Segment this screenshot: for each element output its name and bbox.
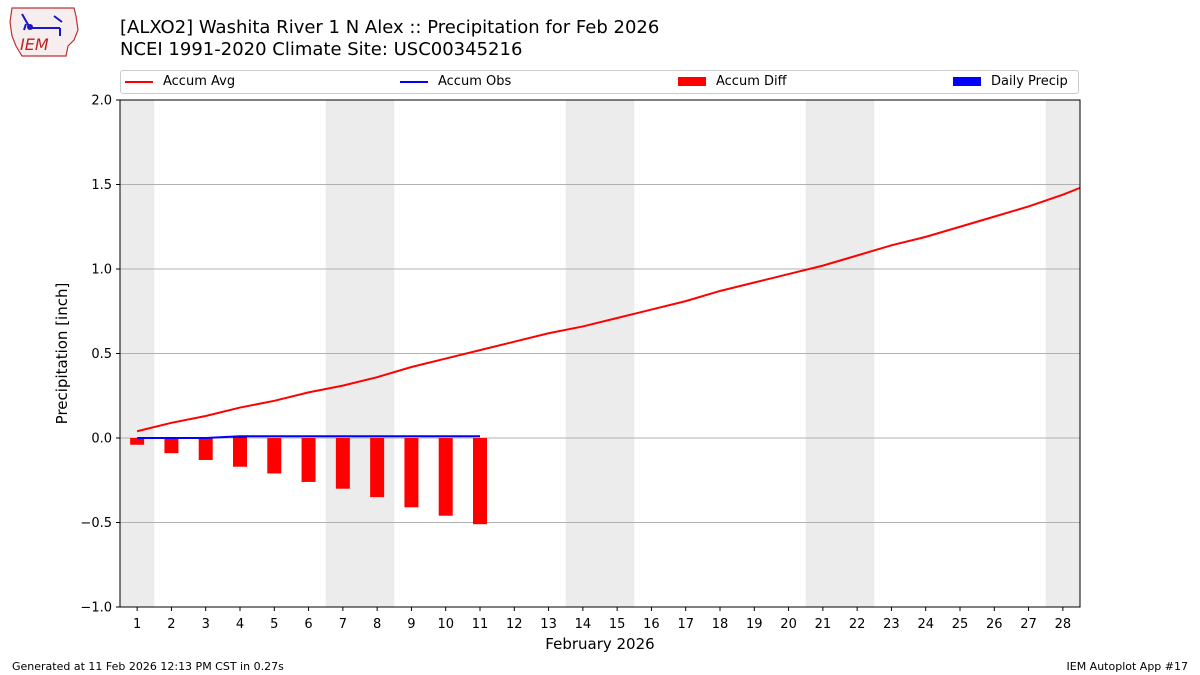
- accum-diff-bar: [438, 438, 453, 516]
- x-tick-label: 1: [133, 617, 141, 632]
- y-tick-label: 2.0: [91, 94, 112, 109]
- x-tick-label: 18: [712, 617, 729, 632]
- y-tick-label: −0.5: [80, 516, 112, 531]
- x-tick-label: 8: [373, 617, 381, 632]
- accum-diff-bar: [370, 438, 385, 498]
- chart-subtitle: NCEI 1991-2020 Climate Site: USC00345216: [120, 39, 523, 60]
- accum-diff-bar: [335, 438, 350, 489]
- legend-swatch-accum-obs: [400, 80, 428, 83]
- y-tick-label: 1.5: [91, 178, 112, 193]
- weather-station-icon: [21, 13, 63, 36]
- accum-diff-bar: [130, 438, 145, 445]
- y-tick-label: 1.0: [91, 263, 112, 278]
- legend-swatch-daily-precip: [953, 77, 981, 86]
- legend-label: Accum Avg: [163, 74, 236, 89]
- legend-label: Accum Diff: [716, 74, 787, 89]
- accum-obs-line: [137, 435, 480, 439]
- accum-diff-bar: [198, 438, 213, 460]
- iem-logo: IEM: [9, 7, 79, 57]
- x-tick-label: 2: [167, 617, 175, 632]
- x-tick-label: 22: [849, 617, 866, 632]
- x-tick-label: 20: [780, 617, 797, 632]
- accum-diff-bar: [267, 438, 282, 474]
- accum-diff-bar: [233, 438, 247, 467]
- legend-swatch-accum-diff: [678, 77, 706, 86]
- legend-swatch-accum-avg: [125, 80, 153, 83]
- x-tick-label: 25: [952, 617, 969, 632]
- logo-text: IEM: [20, 35, 49, 54]
- x-tick-label: 14: [575, 617, 592, 632]
- x-tick-label: 23: [883, 617, 900, 632]
- x-tick-label: 17: [677, 617, 694, 632]
- x-tick-label: 27: [1020, 617, 1037, 632]
- y-axis-label: Precipitation [inch]: [53, 283, 71, 425]
- x-tick-label: 24: [917, 617, 934, 632]
- y-tick-label: 0.5: [91, 347, 112, 362]
- app-footer: IEM Autoplot App #17: [1066, 660, 1189, 673]
- x-tick-label: 19: [746, 617, 763, 632]
- accum-diff-bar: [473, 438, 487, 525]
- accum-diff-bar: [301, 438, 316, 482]
- y-tick-label: −1.0: [80, 601, 112, 616]
- x-tick-label: 6: [304, 617, 312, 632]
- legend-item-accum-avg: Accum Avg: [125, 73, 235, 91]
- chart-title: [ALXO2] Washita River 1 N Alex :: Precip…: [120, 17, 660, 38]
- x-tick-label: 7: [339, 617, 347, 632]
- x-tick-label: 4: [236, 617, 244, 632]
- generated-footer: Generated at 11 Feb 2026 12:13 PM CST in…: [12, 660, 284, 673]
- legend-item-daily-precip: Daily Precip: [953, 73, 1068, 91]
- x-tick-label: 9: [407, 617, 415, 632]
- legend-item-accum-diff: Accum Diff: [678, 73, 787, 91]
- x-tick-label: 5: [270, 617, 278, 632]
- y-tick-label: 0.0: [91, 432, 112, 447]
- x-tick-label: 13: [540, 617, 557, 632]
- legend-item-accum-obs: Accum Obs: [400, 73, 511, 91]
- x-tick-label: 26: [986, 617, 1003, 632]
- x-tick-label: 16: [643, 617, 660, 632]
- accum-diff-bar: [404, 438, 419, 508]
- x-tick-label: 3: [202, 617, 210, 632]
- x-axis-label: February 2026: [545, 635, 654, 653]
- legend-label: Accum Obs: [438, 74, 512, 89]
- legend-label: Daily Precip: [991, 74, 1068, 89]
- x-tick-label: 12: [506, 617, 523, 632]
- x-tick-label: 15: [609, 617, 626, 632]
- legend: Accum Avg Accum Obs Accum Diff Daily Pre…: [120, 70, 1079, 94]
- x-tick-label: 28: [1055, 617, 1072, 632]
- x-tick-label: 10: [437, 617, 454, 632]
- x-tick-label: 11: [472, 617, 489, 632]
- accum-avg-line: [136, 186, 1081, 433]
- x-tick-label: 21: [815, 617, 832, 632]
- accum-diff-bar: [164, 438, 179, 454]
